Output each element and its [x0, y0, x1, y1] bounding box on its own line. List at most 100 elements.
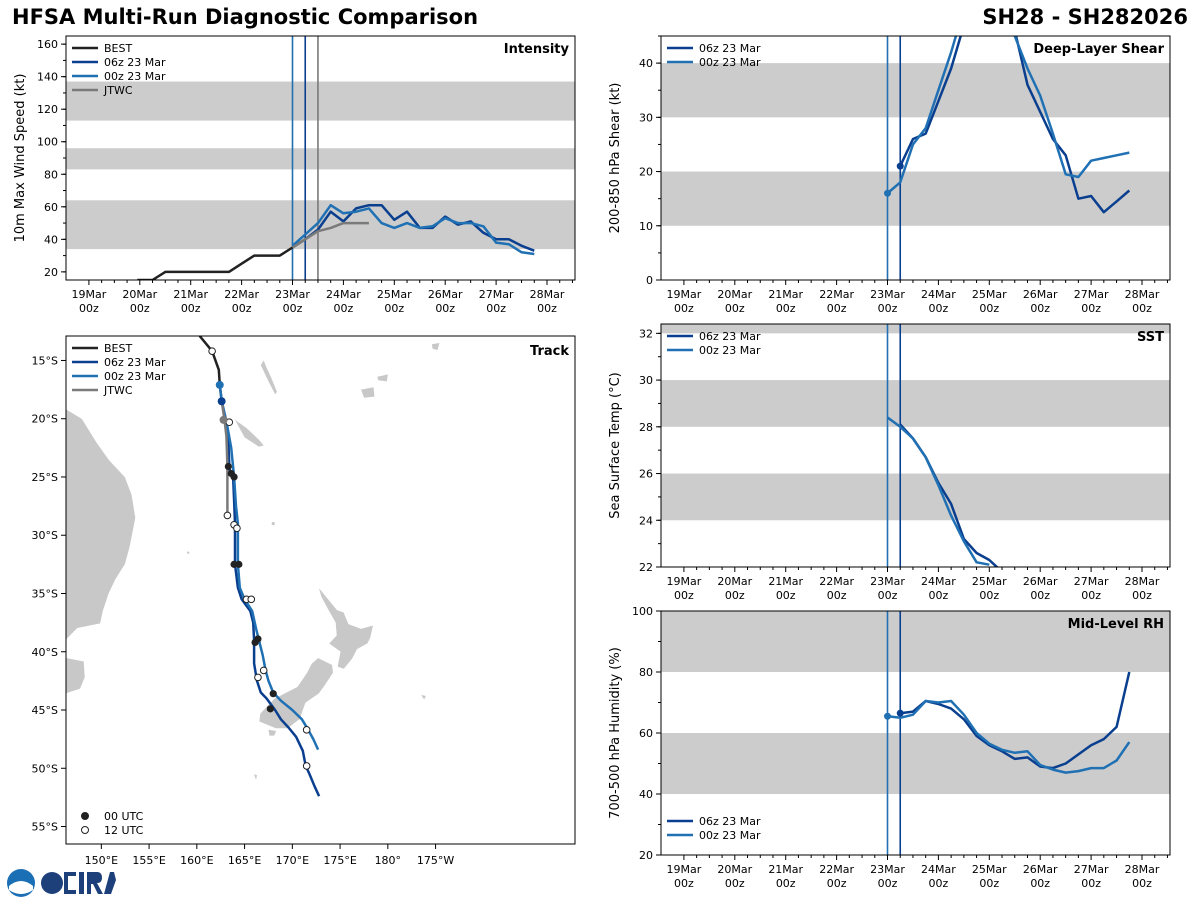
track-line-run00 — [218, 384, 320, 751]
sst-series-run00 — [886, 416, 990, 566]
figure-title: HFSA Multi-Run Diagnostic Comparison — [12, 5, 479, 29]
shear-series-run06 — [899, 36, 1131, 214]
samoa-landmass — [431, 343, 440, 350]
track-x-tick-label: 160°E — [180, 854, 213, 867]
rh-x-tick-hour: 00z — [929, 877, 949, 890]
sst-x-tick-hour: 00z — [878, 589, 898, 602]
rh-x-tick-day: 20Mar — [717, 863, 752, 876]
shear-x-tick-hour: 00z — [878, 302, 898, 315]
track-x-tick-label: 175°E — [323, 854, 356, 867]
chatham-islands-landmass — [421, 694, 426, 700]
shear-x-tick-hour: 00z — [1030, 302, 1050, 315]
cira-letter-r-icon — [87, 872, 103, 894]
rh-x-tick-day: 26Mar — [1023, 863, 1058, 876]
intensity-x-tick-hour: 00z — [334, 302, 354, 315]
shear-y-tick-label: 0 — [646, 274, 653, 287]
sst-x-tick-hour: 00z — [929, 589, 949, 602]
track-dot-00utc — [266, 705, 274, 713]
intensity-plot-area — [66, 36, 575, 280]
sst-x-tick-day: 28Mar — [1125, 575, 1160, 588]
intensity-x-tick-day: 20Mar — [122, 288, 157, 301]
cira-letter-i-icon — [79, 872, 84, 894]
shear-y-tick-label: 30 — [639, 111, 653, 124]
track-line-run06 — [220, 400, 321, 797]
sst-x-tick-hour: 00z — [776, 589, 796, 602]
track-dot-run06 — [217, 397, 226, 406]
sst-x-tick-day: 25Mar — [972, 575, 1007, 588]
shear-x-tick-day: 23Mar — [870, 288, 905, 301]
sst-x-tick-hour: 00z — [1030, 589, 1050, 602]
track-legend-label: 00z 23 Mar — [104, 370, 166, 383]
rh-y-tick-label: 100 — [632, 605, 653, 618]
rh-x-tick-hour: 00z — [878, 877, 898, 890]
sst-threshold-band — [661, 324, 1170, 334]
track-dot-00utc — [224, 462, 232, 471]
noaa-cira-logo — [7, 869, 116, 897]
track-x-tick-label: 180° — [375, 854, 402, 867]
track-marker-legend-label: 00 UTC — [104, 810, 144, 823]
auckland-islands-landmass — [254, 774, 257, 780]
intensity-series-best — [137, 238, 306, 280]
sst-y-tick-label: 32 — [639, 327, 653, 340]
intensity-y-tick-label: 160 — [37, 38, 58, 51]
shear-x-tick-day: 21Mar — [768, 288, 803, 301]
track-dot-00utc — [235, 560, 243, 568]
shear-x-tick-hour: 00z — [674, 302, 694, 315]
track-dot-run00 — [215, 380, 224, 389]
rh-x-tick-hour: 00z — [674, 877, 694, 890]
track-dot-12utc — [254, 673, 262, 682]
sst-x-tick-hour: 00z — [1081, 589, 1101, 602]
track-y-tick-label: 45°S — [32, 704, 58, 717]
storm-id-title: SH28 - SH282026 — [982, 5, 1188, 29]
sst-x-tick-day: 24Mar — [921, 575, 956, 588]
intensity-x-tick-hour: 00z — [435, 302, 455, 315]
track-y-tick-label: 25°S — [32, 471, 58, 484]
sst-y-axis-label: Sea Surface Temp (°C) — [608, 372, 623, 519]
sst-panel-title: SST — [1137, 330, 1164, 345]
track-dot-12utc — [223, 511, 232, 520]
sst-threshold-band — [661, 380, 1170, 427]
shear-x-tick-day: 25Mar — [972, 288, 1007, 301]
sst-y-tick-label: 22 — [639, 561, 653, 574]
track-marker-legend-symbol — [81, 812, 89, 820]
shear-series-run00 — [886, 36, 1130, 195]
intensity-x-tick-day: 24Mar — [326, 288, 361, 301]
track-y-tick-label: 20°S — [32, 413, 58, 426]
shear-y-axis-label: 200-850 hPa Shear (kt) — [608, 83, 623, 234]
shear-y-tick-label: 20 — [639, 166, 653, 179]
rh-panel-title: Mid-Level RH — [1068, 617, 1164, 632]
intensity-legend-label: JTWC — [103, 84, 133, 97]
intensity-x-tick-hour: 00z — [232, 302, 252, 315]
intensity-x-tick-hour: 00z — [181, 302, 201, 315]
shear-x-tick-hour: 00z — [1081, 302, 1101, 315]
track-y-tick-label: 55°S — [32, 821, 58, 834]
rh-x-tick-hour: 00z — [827, 877, 847, 890]
intensity-x-tick-day: 23Mar — [275, 288, 310, 301]
intensity-y-tick-label: 60 — [44, 201, 58, 214]
track-dot-12utc — [259, 666, 268, 675]
shear-threshold-band — [661, 63, 1170, 118]
shear-init-marker — [884, 189, 892, 197]
intensity-y-tick-label: 140 — [37, 71, 58, 84]
track-axes-frame — [65, 335, 576, 845]
intensity-x-tick-hour: 00z — [79, 302, 99, 315]
track-panel-title: Track — [530, 344, 569, 359]
shear-x-tick-hour: 00z — [827, 302, 847, 315]
sst-x-tick-day: 27Mar — [1074, 575, 1109, 588]
shear-plot-area — [661, 36, 1170, 280]
sst-x-tick-hour: 00z — [827, 589, 847, 602]
track-legend-label: JTWC — [103, 384, 133, 397]
intensity-series-run00 — [291, 203, 535, 256]
track-y-tick-label: 50°S — [32, 762, 58, 775]
shear-x-tick-day: 27Mar — [1074, 288, 1109, 301]
sst-threshold-band — [661, 473, 1170, 521]
sst-y-tick-label: 30 — [639, 374, 653, 387]
rh-series-run06 — [900, 671, 1131, 770]
track-x-tick-label: 155°E — [132, 854, 165, 867]
globe-icon — [41, 872, 63, 894]
sst-y-tick-label: 24 — [639, 514, 653, 527]
vanuatu-landmass — [260, 360, 277, 395]
intensity-x-tick-day: 21Mar — [173, 288, 208, 301]
track-x-tick-label: 165°E — [228, 854, 261, 867]
